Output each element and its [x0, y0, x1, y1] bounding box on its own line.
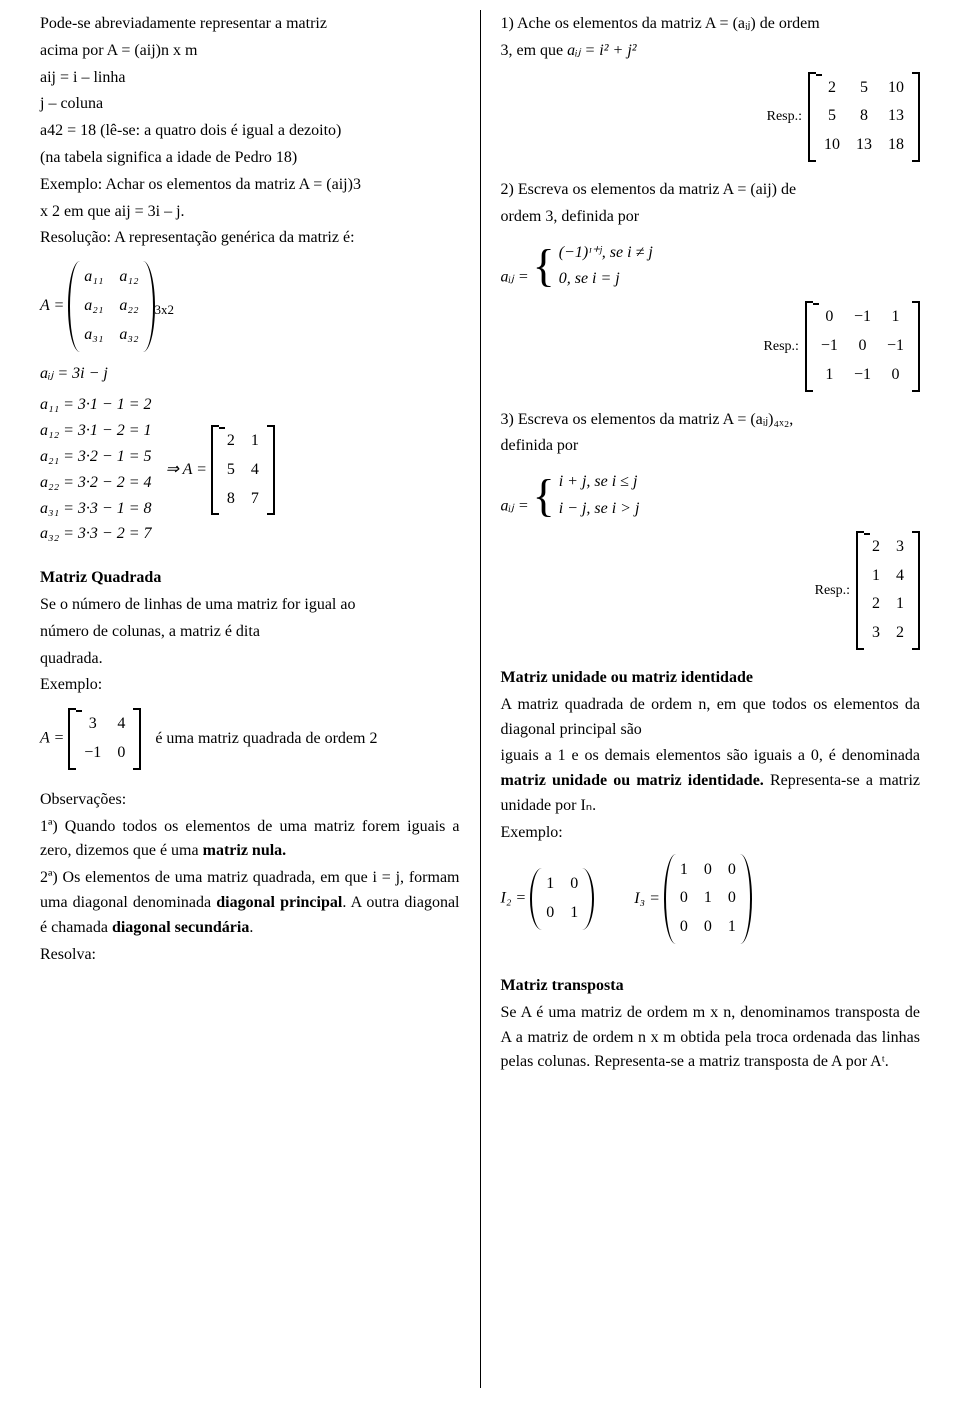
element-calculations: a₁₁ = 3·1 − 1 = 2 a₁₂ = 3·1 − 2 = 1 a₂₁ …	[40, 392, 152, 548]
identity-line1: A matriz quadrada de ordem n, em que tod…	[501, 693, 921, 743]
generic-matrix-row: A = a₁₁a₁₂ a₂₁a₂₂ a₃₁a₃₂ 3x2	[40, 261, 460, 351]
q3-line1: 3) Escreva os elementos da matriz A = (a…	[501, 408, 921, 433]
matrix-dim-sub: 3x2	[155, 302, 175, 317]
implies-a-eq: ⇒ A =	[166, 461, 207, 478]
generic-matrix: a₁₁a₁₂ a₂₁a₂₂ a₃₁a₃₂	[68, 261, 154, 351]
obs-2: 2ª) Os elementos de uma matriz quadrada,…	[40, 866, 460, 940]
example-line2: x 2 em que aij = 3i – j.	[40, 200, 460, 225]
right-column: 1) Ache os elementos da matriz A = (aᵢⱼ)…	[481, 10, 921, 1388]
quad-line2: número de colunas, a matriz é dita	[40, 620, 460, 645]
identity-ex-label: Exemplo:	[501, 821, 921, 846]
resp-label-2: Resp.:	[764, 336, 799, 358]
i2-matrix: 10 01	[530, 868, 594, 930]
quad-line3: quadrada.	[40, 647, 460, 672]
table-meaning: (na tabela significa a idade de Pedro 18…	[40, 146, 460, 171]
resp1-row: Resp.: 2510 5813 101318	[501, 72, 921, 162]
q2-line1: 2) Escreva os elementos da matriz A = (a…	[501, 178, 921, 203]
quad-line1: Se o número de linhas de uma matriz for …	[40, 593, 460, 618]
quad-ex-label: Exemplo:	[40, 673, 460, 698]
brace-icon: {	[533, 250, 559, 282]
brace-icon: {	[533, 480, 559, 512]
derivation-row: a₁₁ = 3·1 − 1 = 2 a₁₂ = 3·1 − 2 = 1 a₂₁ …	[40, 392, 460, 548]
resp1-matrix: 2510 5813 101318	[808, 72, 920, 162]
obs-title: Observações:	[40, 788, 460, 813]
resp3-matrix: 23 14 21 32	[856, 531, 920, 650]
resp2-matrix: 0−11 −10−1 1−10	[805, 301, 920, 391]
i3-label: I₃ =	[634, 889, 660, 906]
q1-line2: 3, em que aᵢⱼ = i² + j²	[501, 39, 921, 64]
resp2-row: Resp.: 0−11 −10−1 1−10	[501, 301, 921, 391]
resp3-row: Resp.: 23 14 21 32	[501, 531, 921, 650]
resp-label-1: Resp.:	[767, 106, 802, 128]
a-equals: A =	[40, 297, 64, 314]
q2-cases: aᵢⱼ = { (−1)ᶦ⁺ʲ, se i ≠ j 0, se i = j	[501, 240, 921, 294]
i3-matrix: 100 010 001	[664, 854, 752, 944]
left-intro-2: acima por A = (aij)n x m	[40, 39, 460, 64]
obs-1: 1ª) Quando todos os elementos de uma mat…	[40, 815, 460, 865]
identity-matrices: I₂ = 10 01 I₃ = 100 010 001	[501, 854, 921, 944]
resolution-label: Resolução: A representação genérica da m…	[40, 226, 460, 251]
quad-a-eq: A =	[40, 730, 64, 747]
result-matrix: 21 54 87	[211, 425, 275, 515]
q2-line2: ordem 3, definida por	[501, 205, 921, 230]
j-col-line: j – coluna	[40, 92, 460, 117]
aij-line: aij = i – linha	[40, 66, 460, 91]
page: Pode-se abreviadamente representar a mat…	[0, 0, 960, 1428]
q1-line1: 1) Ache os elementos da matriz A = (aᵢⱼ)…	[501, 12, 921, 37]
a42-line: a42 = 18 (lê-se: a quatro dois é igual a…	[40, 119, 460, 144]
q3-line2: definida por	[501, 434, 921, 459]
example-line1: Exemplo: Achar os elementos da matriz A …	[40, 173, 460, 198]
quad-example-row: A = 34 −10 é uma matriz quadrada de orde…	[40, 708, 460, 770]
aij-formula: aᵢⱼ = 3i − j	[40, 362, 460, 387]
identity-line2: iguais a 1 e os demais elementos são igu…	[501, 744, 921, 818]
left-intro-1: Pode-se abreviadamente representar a mat…	[40, 12, 460, 37]
resp-label-3: Resp.:	[815, 580, 850, 602]
quad-example-matrix: 34 −10	[68, 708, 141, 770]
quad-example-text: é uma matriz quadrada de ordem 2	[155, 730, 377, 747]
transpose-body: Se A é uma matriz de ordem m x n, denomi…	[501, 1001, 921, 1075]
left-column: Pode-se abreviadamente representar a mat…	[40, 10, 480, 1388]
resolva-label: Resolva:	[40, 943, 460, 968]
result-matrix-wrap: ⇒ A = 21 54 87	[166, 425, 275, 515]
quad-title: Matriz Quadrada	[40, 566, 460, 591]
i2-label: I₂ =	[501, 889, 527, 906]
q3-cases: aᵢⱼ = { i + j, se i ≤ j i − j, se i > j	[501, 469, 921, 523]
identity-title: Matriz unidade ou matriz identidade	[501, 666, 921, 691]
transpose-title: Matriz transposta	[501, 974, 921, 999]
